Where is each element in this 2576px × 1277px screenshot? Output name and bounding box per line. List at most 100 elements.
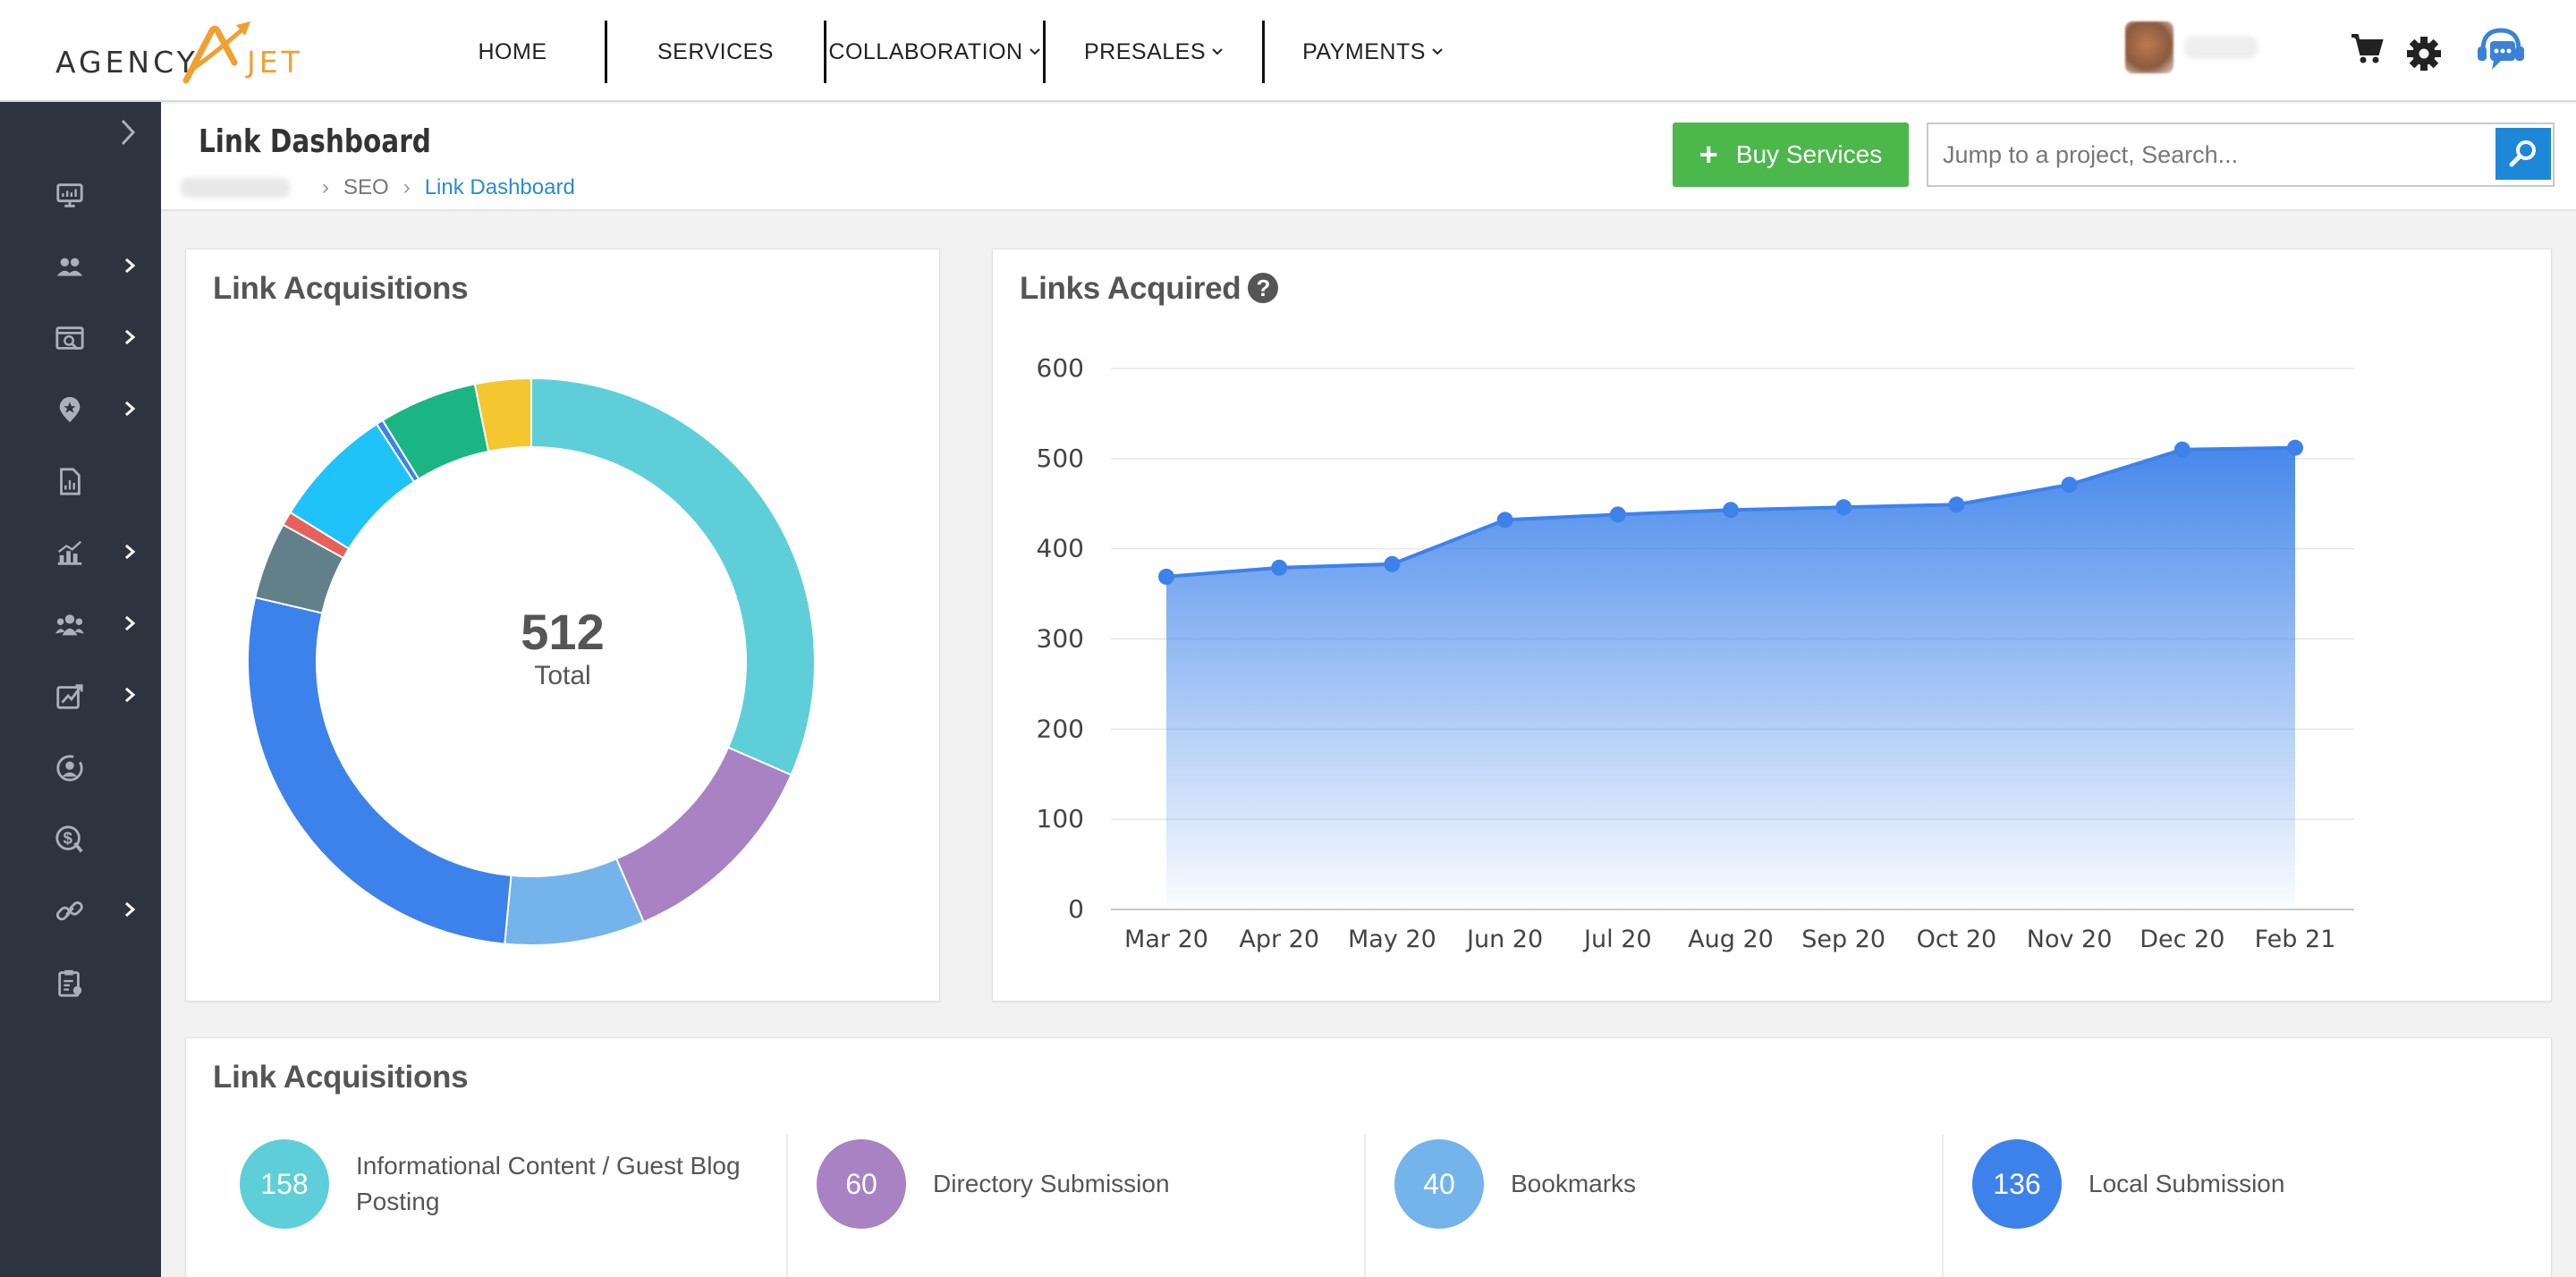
sidebar-item-site-audit[interactable] [0, 311, 161, 365]
sidebar-item-user-settings[interactable] [0, 740, 161, 794]
nav-collaboration[interactable]: COLLABORATION [826, 20, 1043, 84]
summary-item: 40 Bookmarks [1394, 1130, 1636, 1238]
x-tick-label: May 20 [1348, 926, 1436, 953]
donut-total-value: 512 [521, 604, 605, 660]
data-point[interactable] [1723, 502, 1739, 519]
y-tick-label: 300 [1037, 624, 1084, 654]
y-tick-label: 100 [1037, 804, 1084, 833]
summary-label-line1: Directory Submission [933, 1170, 1170, 1197]
nav-home-label: HOME [478, 38, 547, 64]
x-tick-label: Mar 20 [1124, 926, 1208, 953]
data-point[interactable] [1271, 559, 1288, 576]
chevron-right-icon [125, 258, 136, 274]
x-tick-label: Nov 20 [2027, 926, 2113, 953]
nav-services-label: SERVICES [657, 38, 774, 64]
donut-slice[interactable] [504, 858, 645, 946]
summary-label-line2: Posting [356, 1188, 440, 1215]
search-button[interactable] [2496, 128, 2551, 180]
buy-services-label: Buy Services [1735, 140, 1883, 168]
nav-payments[interactable]: PAYMENTS [1265, 20, 1481, 84]
search-input[interactable] [1928, 124, 2492, 185]
agencyjet-logo[interactable]: AGENCY JET [55, 18, 315, 86]
user-settings-icon [56, 755, 83, 782]
donut-slice[interactable] [247, 596, 513, 945]
nav-services[interactable]: SERVICES [607, 20, 824, 84]
donut-chart [247, 376, 816, 946]
buy-services-button[interactable]: + Buy Services [1673, 123, 1909, 187]
link-icon [55, 901, 83, 921]
summary-label: Directory Submission [933, 1166, 1170, 1202]
sidebar-toggle-chevron-right-icon[interactable] [118, 118, 138, 147]
data-point[interactable] [1835, 499, 1852, 516]
chevron-right-icon [125, 615, 136, 631]
clipboard-settings-icon [58, 969, 82, 997]
sidebar-item-payment-dollar[interactable]: $ [0, 812, 161, 866]
chevron-right-icon [125, 687, 136, 703]
donut-slice[interactable] [614, 746, 792, 924]
data-point[interactable] [2174, 441, 2190, 458]
data-point[interactable] [2061, 477, 2078, 494]
sidebar-item-analytics-chart[interactable] [0, 526, 161, 579]
logo-text-agency: AGENCY [55, 45, 199, 80]
cart-icon[interactable] [2349, 30, 2385, 66]
plus-icon: + [1699, 136, 1718, 173]
summary-label: Informational Content / Guest Blog Postin… [356, 1148, 741, 1220]
links-acquired-title: Links Acquired? [1020, 271, 1279, 307]
sidebar-item-report-document[interactable] [0, 454, 161, 508]
nav-collaboration-label: COLLABORATION [828, 38, 1023, 64]
summary-divider [1364, 1134, 1366, 1277]
support-chat-icon[interactable] [2474, 23, 2528, 77]
data-point[interactable] [1948, 496, 1965, 513]
summary-label-line1: Informational Content / Guest Blog [356, 1152, 741, 1180]
summary-item: 136 Local Submission [1972, 1130, 2284, 1238]
gear-icon[interactable] [2406, 36, 2442, 72]
sidebar-item-growth-chart[interactable] [0, 669, 161, 723]
data-point[interactable] [1384, 555, 1401, 572]
data-point[interactable] [1609, 506, 1626, 523]
search-icon [2509, 140, 2536, 167]
donut-slice[interactable] [473, 376, 532, 452]
help-icon[interactable]: ? [1248, 273, 1279, 303]
chevron-down-icon [1432, 48, 1443, 55]
links-acquired-card: Links Acquired? 0 100 200 300 400 500 600 Mar 2… [992, 249, 2552, 1002]
y-tick-label: 0 [1068, 894, 1084, 924]
data-point[interactable] [1158, 568, 1174, 585]
sidebar-item-location-pin[interactable] [0, 383, 161, 436]
summary-count-badge: 136 [1972, 1139, 2062, 1229]
x-tick-label: Aug 20 [1688, 926, 1774, 953]
sidebar-item-clipboard-settings[interactable] [0, 955, 161, 1009]
team-icon [55, 614, 85, 636]
logo-mark-icon [182, 21, 250, 84]
summary-count-badge: 40 [1394, 1139, 1484, 1229]
x-tick-label: Feb 21 [2255, 926, 2336, 953]
data-point[interactable] [2287, 439, 2303, 456]
links-acquired-area-chart: 0 100 200 300 400 500 600 Mar 20 Apr 20 May 20 Jun… [1037, 353, 2354, 953]
nav-home[interactable]: HOME [420, 20, 605, 84]
breadcrumb-root-redacted[interactable] [181, 178, 290, 198]
donut-slice[interactable] [530, 376, 816, 776]
donut-card-title: Link Acquisitions [213, 271, 469, 306]
site-audit-icon [55, 326, 84, 351]
nav-divider [1262, 21, 1265, 83]
sidebar-item-link[interactable] [0, 884, 161, 937]
page-header: Link Dashboard › SEO › Link Dashboard + … [161, 104, 2576, 211]
breadcrumb-link-dashboard[interactable]: Link Dashboard [424, 175, 575, 199]
user-name-redacted[interactable] [2184, 36, 2258, 59]
summary-count-badge: 60 [817, 1139, 906, 1229]
nav-divider [605, 21, 607, 83]
nav-presales[interactable]: PRESALES [1046, 20, 1262, 84]
summary-label: Local Submission [2089, 1166, 2284, 1202]
user-avatar[interactable] [2125, 21, 2174, 73]
data-point[interactable] [1496, 512, 1513, 529]
monitor-dashboard-icon [56, 183, 83, 207]
nav-divider [1043, 21, 1046, 83]
breadcrumb-separator-icon: › [402, 175, 411, 199]
payment-dollar-icon: $ [55, 825, 83, 853]
page-title: Link Dashboard [199, 123, 431, 160]
main-nav: HOME SERVICES COLLABORATION PRESALES PAY… [420, 20, 1481, 84]
breadcrumb-seo[interactable]: SEO [343, 175, 389, 199]
x-tick-label: Dec 20 [2140, 926, 2224, 953]
sidebar-item-monitor-dashboard[interactable] [0, 168, 161, 222]
sidebar-item-team[interactable] [0, 597, 161, 651]
sidebar-item-users[interactable] [0, 240, 161, 293]
